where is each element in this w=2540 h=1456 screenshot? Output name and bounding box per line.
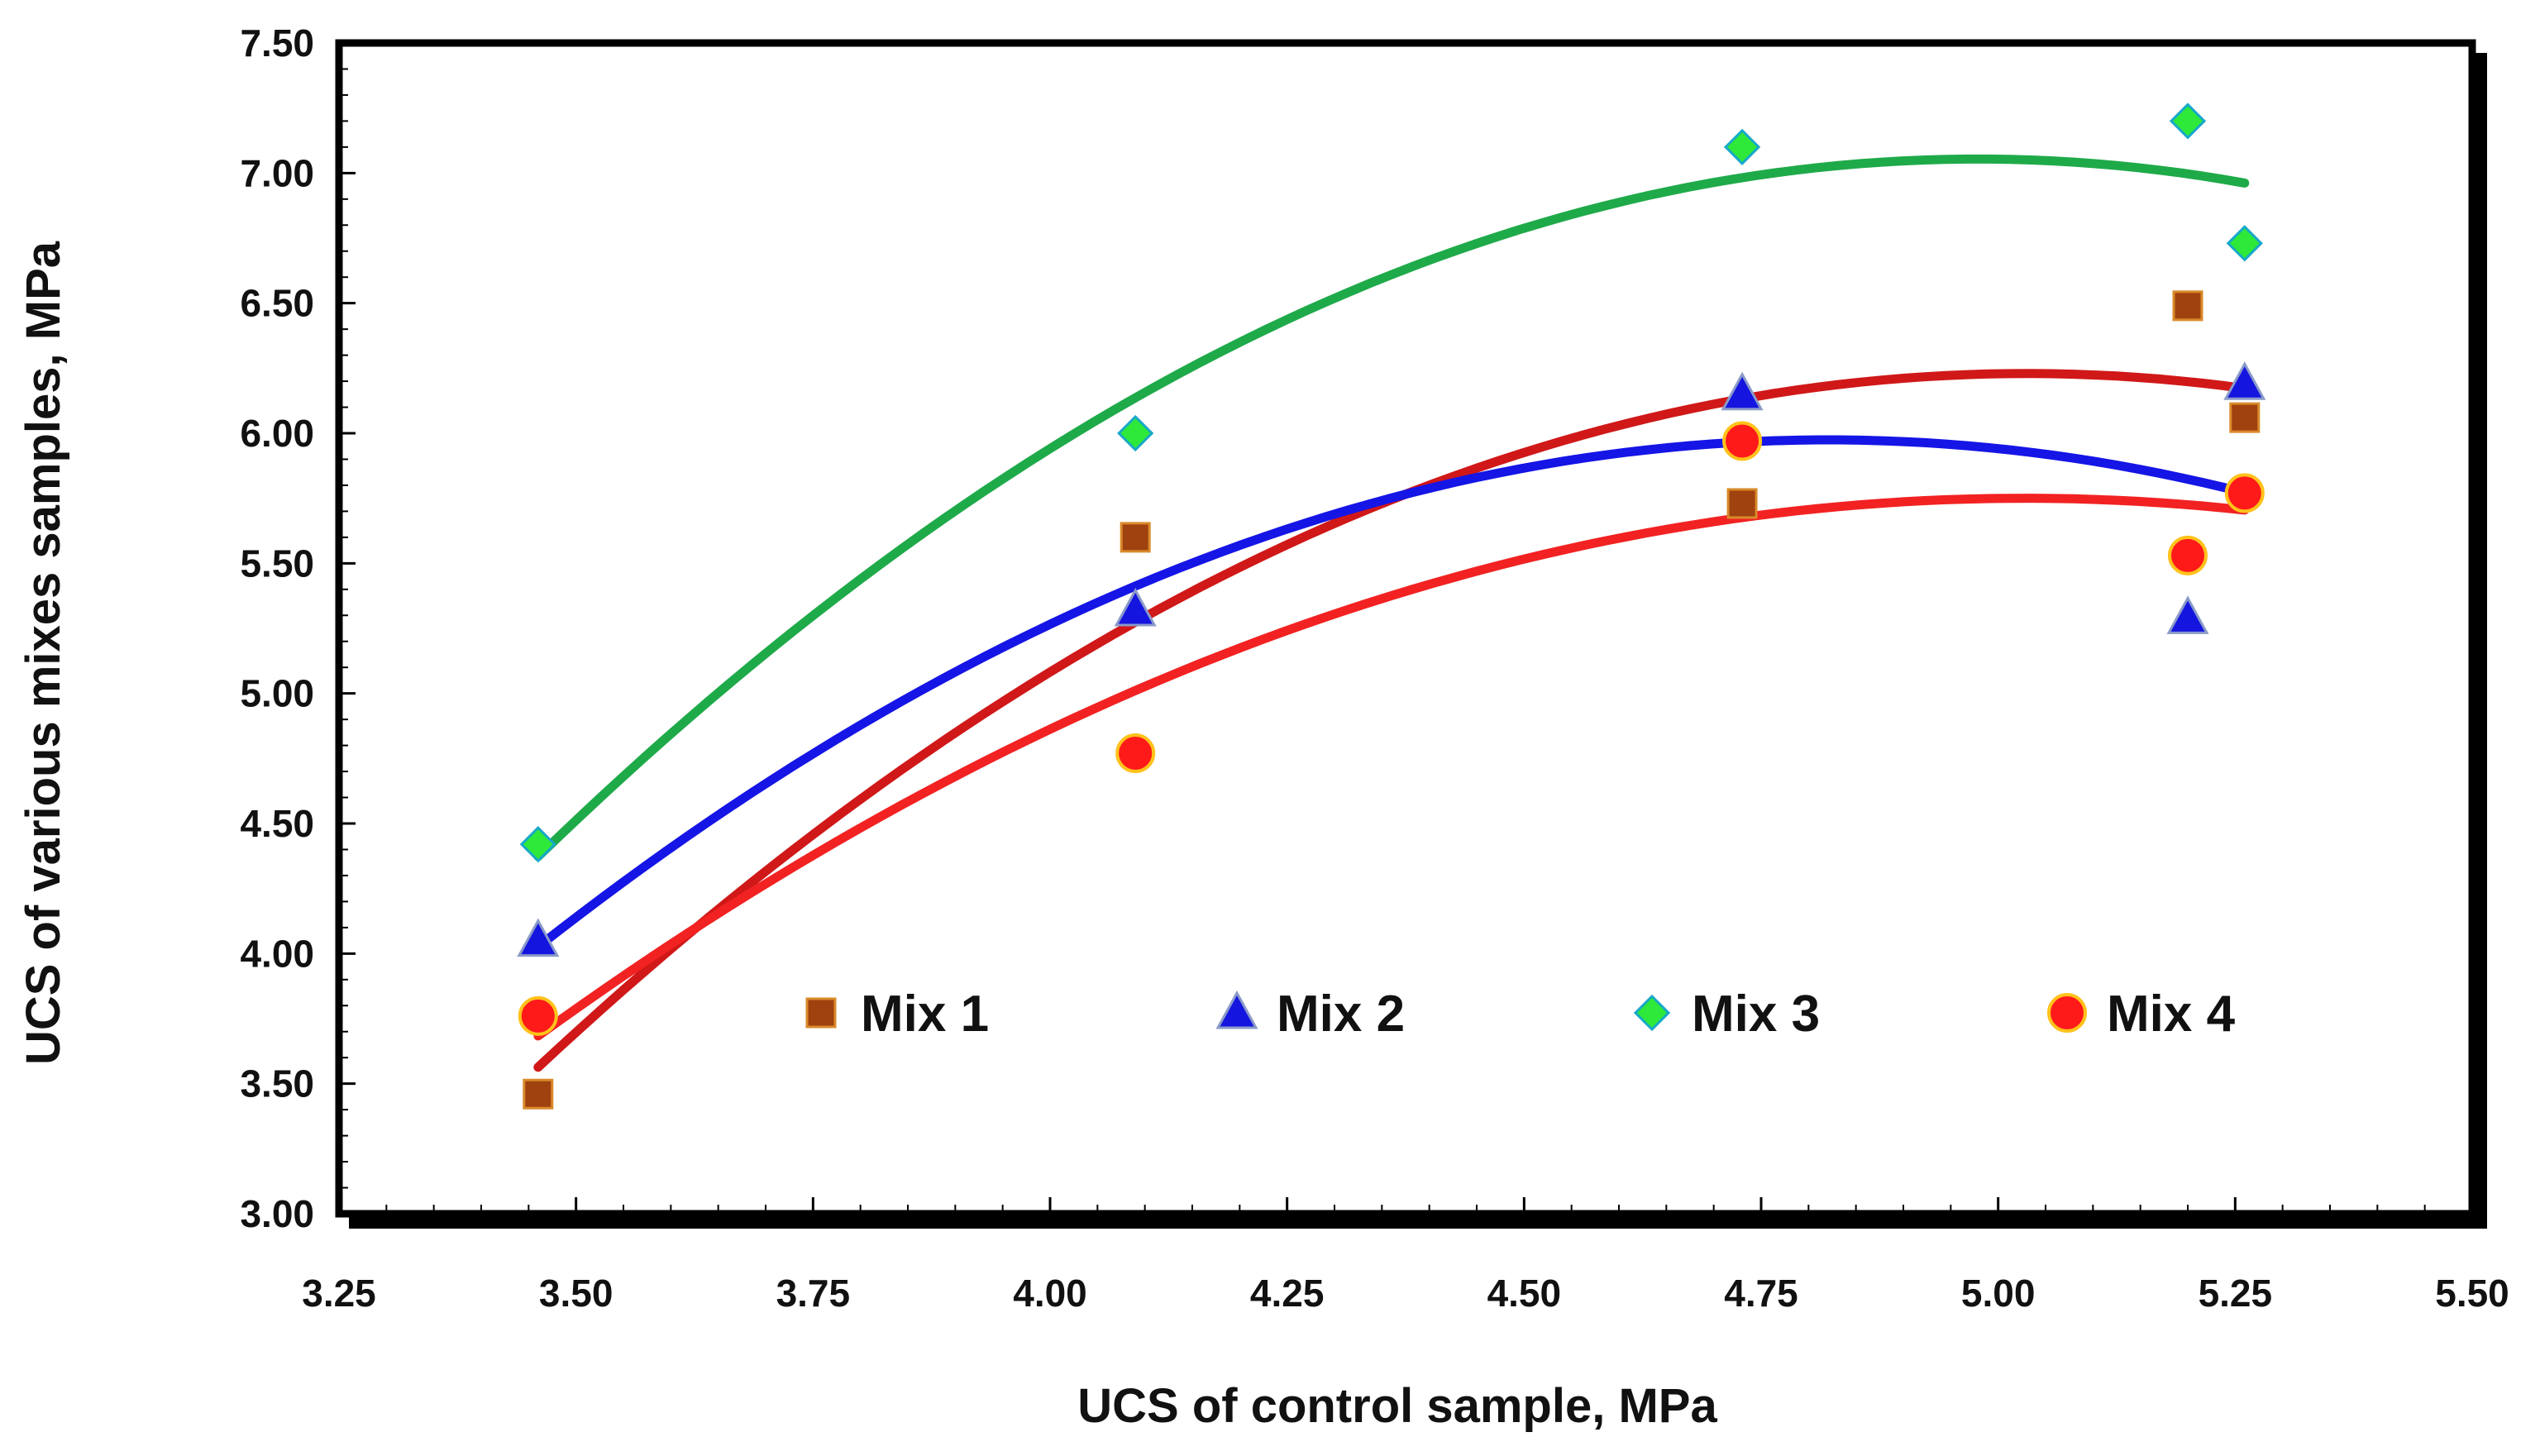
- data-point-mix-2: [2223, 361, 2266, 400]
- data-point-mix-3: [1117, 414, 1154, 452]
- data-point-mix-1: [2229, 402, 2261, 433]
- legend-marker-mix-1: [805, 997, 837, 1029]
- x-axis-title: UCS of control sample, MPa: [1077, 1379, 1717, 1433]
- y-tick-label: 7.50: [240, 21, 314, 64]
- data-point-mix-2: [2166, 595, 2209, 634]
- trendline-mix-2: [533, 435, 2250, 952]
- y-tick-label: 3.00: [240, 1192, 314, 1235]
- data-point-mix-4: [2224, 473, 2265, 513]
- x-tick-label: 3.25: [302, 1272, 376, 1315]
- data-point-mix-3: [1723, 128, 1761, 165]
- y-tick-label: 7.00: [240, 151, 314, 194]
- data-point-mix-1: [2172, 290, 2203, 322]
- data-point-mix-4: [2168, 535, 2208, 575]
- x-tick-label: 5.25: [2199, 1272, 2273, 1315]
- data-point-mix-3: [519, 826, 556, 863]
- legend-marker-mix-3: [1633, 994, 1671, 1032]
- data-point-mix-4: [518, 995, 558, 1036]
- plot-border: [335, 39, 2476, 1218]
- data-point-mix-2: [1721, 371, 1764, 411]
- plot-area: 3.00 3.50 4.00 4.50 5.00 5.50 6.00 6.50 7.00 7.50…: [240, 21, 2509, 1315]
- legend-marker-mix-4: [2047, 993, 2087, 1033]
- trendline-mix-3: [533, 154, 2250, 862]
- trendline-mix-4: [533, 494, 2250, 1041]
- x-tick-label: 3.50: [539, 1272, 614, 1315]
- y-tick-label: 6.00: [240, 412, 314, 455]
- y-tick-label: 4.50: [240, 802, 314, 845]
- data-markers: [517, 103, 2266, 1110]
- data-point-mix-2: [517, 918, 560, 957]
- data-point-mix-2: [1114, 587, 1157, 627]
- legend-label: Mix 1: [861, 986, 989, 1043]
- y-tick-label: 5.00: [240, 672, 314, 715]
- data-point-mix-3: [2169, 103, 2207, 140]
- y-tick-label: 4.00: [240, 932, 314, 975]
- legend: Mix 1 Mix 2 Mix 3 Mix 4: [805, 986, 2236, 1043]
- trendlines: [533, 154, 2250, 1072]
- x-tick-label: 4.50: [1487, 1272, 1562, 1315]
- data-point-mix-3: [2226, 225, 2263, 262]
- y-tick-label: 6.50: [240, 282, 314, 325]
- legend-label: Mix 2: [1277, 986, 1405, 1043]
- y-tick-label: 3.50: [240, 1062, 314, 1105]
- x-tick-label: 4.75: [1724, 1272, 1798, 1315]
- legend-label: Mix 3: [1692, 986, 1820, 1043]
- x-tick-label: 5.50: [2435, 1272, 2509, 1315]
- data-point-mix-4: [1115, 733, 1156, 774]
- y-tick-label: 5.50: [240, 542, 314, 585]
- x-tick-label: 3.75: [776, 1272, 851, 1315]
- data-point-mix-1: [523, 1078, 554, 1110]
- x-tick-label: 4.00: [1013, 1272, 1087, 1315]
- y-axis-title: UCS of various mixes samples, MPa: [17, 241, 70, 1065]
- data-point-mix-1: [1726, 488, 1758, 519]
- x-tick-label: 5.00: [1961, 1272, 2036, 1315]
- data-point-mix-4: [1722, 421, 1763, 461]
- legend-label: Mix 4: [2107, 986, 2236, 1043]
- data-point-mix-1: [1120, 522, 1151, 553]
- legend-marker-mix-2: [1215, 990, 1258, 1029]
- x-tick-label: 4.25: [1250, 1272, 1325, 1315]
